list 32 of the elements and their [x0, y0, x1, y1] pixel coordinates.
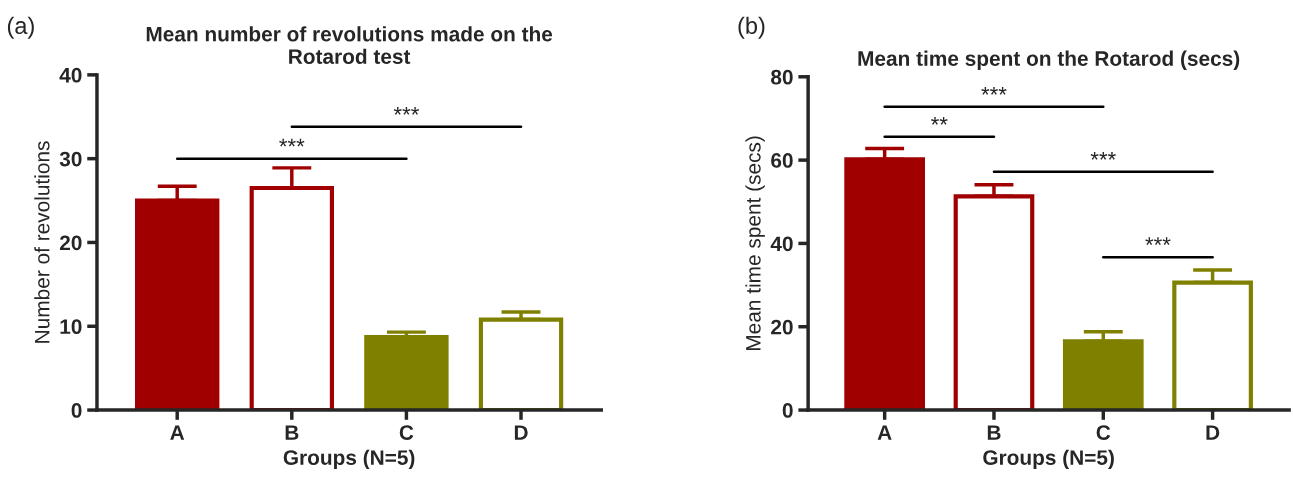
- x-tick-label: A: [877, 425, 892, 440]
- annotation: **: [931, 116, 948, 125]
- annotation: ***: [1090, 151, 1116, 160]
- x-tick-label: C: [1096, 425, 1111, 440]
- y-tick-label: 10: [60, 319, 82, 335]
- y-tick-label: 60: [771, 153, 793, 168]
- x-tick-label: C: [399, 425, 414, 440]
- text: (b): [738, 16, 765, 39]
- annotation: ***: [393, 106, 420, 115]
- y-tick-label: 0: [71, 403, 82, 418]
- y-tick-label: 40: [59, 67, 82, 83]
- x-tick-label: D: [1206, 425, 1220, 440]
- chart-title: Mean time spent on the Rotarod (secs): [858, 50, 1240, 71]
- y-tick-label: 80: [771, 69, 793, 85]
- annotation: ***: [981, 86, 1007, 95]
- y-tick-label: 40: [770, 236, 793, 252]
- x-tick-label: A: [170, 425, 185, 440]
- x-tick-label: B: [987, 425, 1001, 440]
- chart-title: Mean number of revolutions made on the Rotarod test: [146, 26, 553, 64]
- annotation: ***: [1145, 237, 1171, 246]
- y-tick-label: 30: [59, 151, 82, 167]
- y-tick-label: 20: [59, 235, 82, 251]
- y-axis-title: Mean time spent (secs): [745, 136, 765, 350]
- y-axis-title: Number of revolutions: [34, 141, 50, 343]
- x-tick-label: D: [514, 425, 528, 440]
- y-tick-label: 20: [771, 319, 793, 335]
- x-axis-title: Groups (N=5): [983, 449, 1114, 470]
- text: (a): [7, 16, 34, 39]
- annotation: ***: [279, 138, 305, 147]
- x-axis-title: Groups (N=5): [283, 449, 415, 470]
- y-tick-label: 0: [782, 403, 793, 418]
- x-tick-label: B: [285, 425, 299, 440]
